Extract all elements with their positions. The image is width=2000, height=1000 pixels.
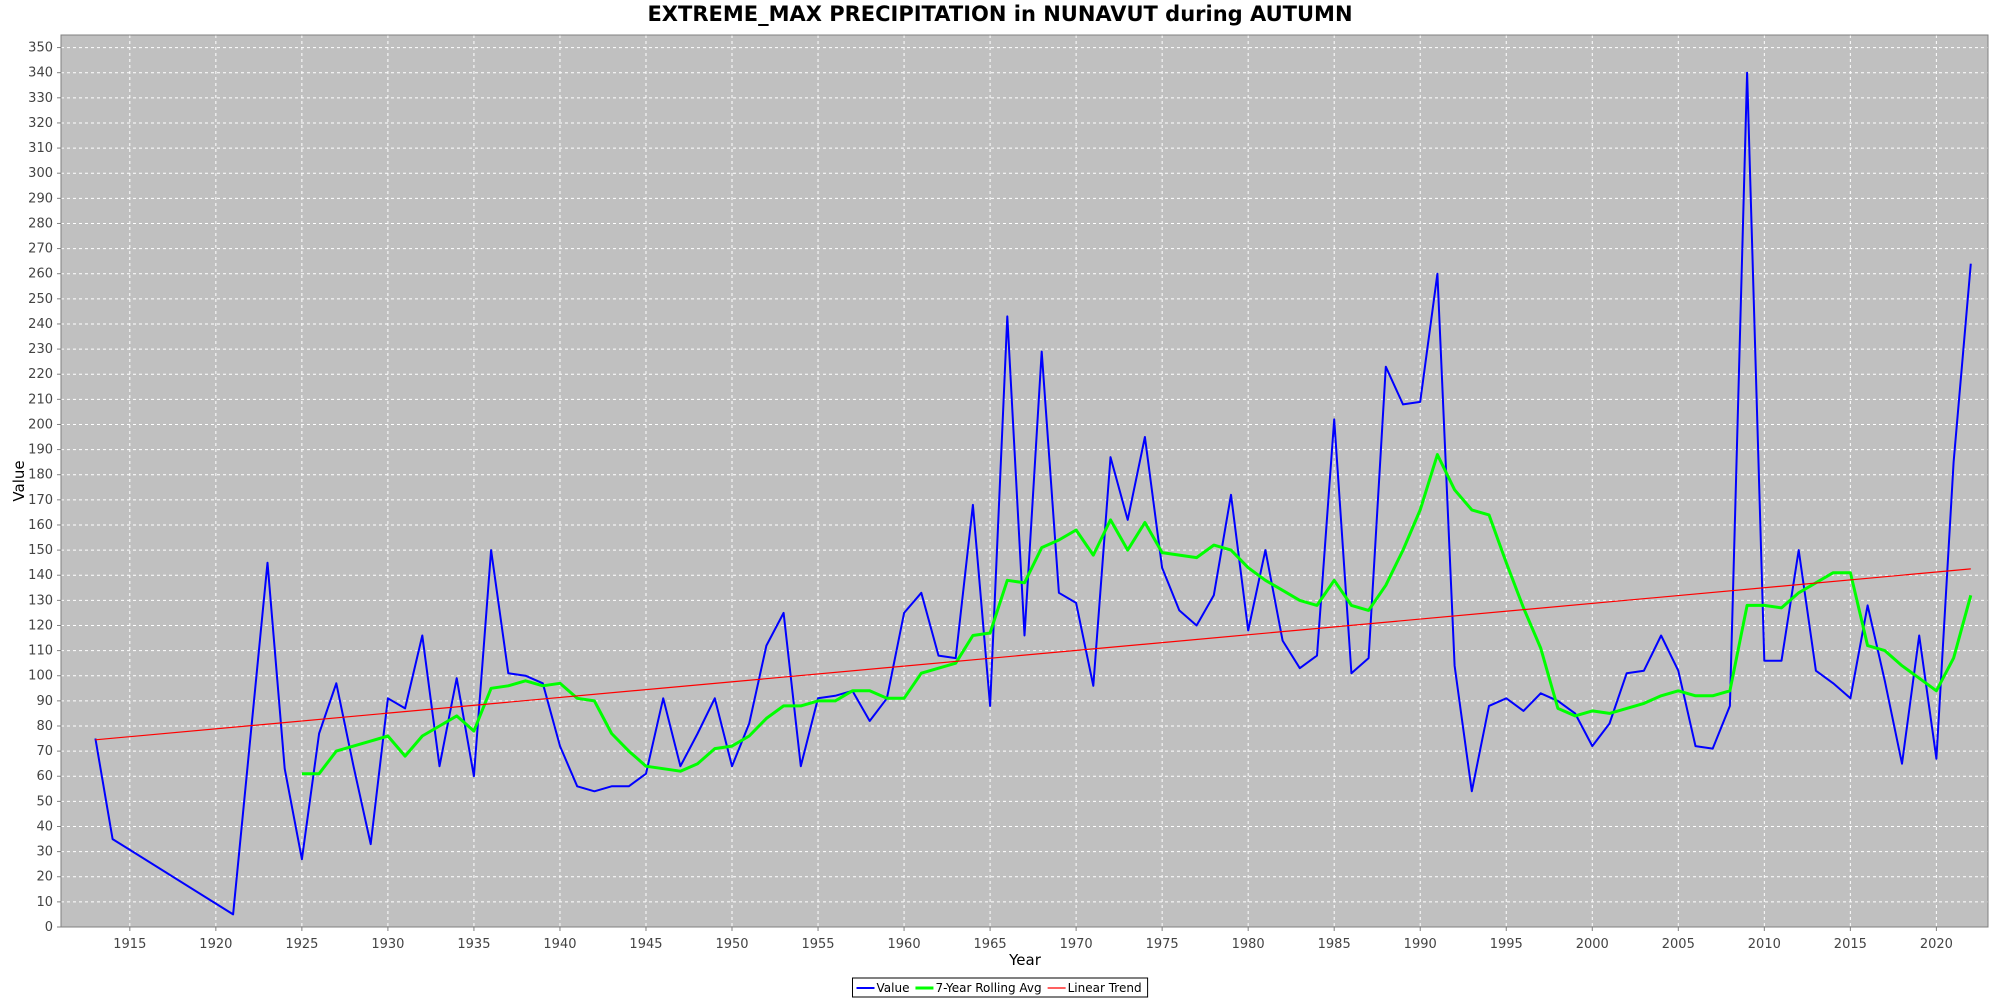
x-tick-label: 2020 <box>1920 937 1953 952</box>
y-tick-label: 40 <box>36 819 53 834</box>
y-tick-label: 320 <box>28 116 53 131</box>
x-tick-label: 2015 <box>1834 937 1867 952</box>
x-tick-label: 2000 <box>1576 937 1609 952</box>
series-line-7-year-rolling-avg <box>301 453 1973 776</box>
x-tick-label: 1985 <box>1318 937 1351 952</box>
y-tick-label: 20 <box>36 870 53 885</box>
y-tick-label: 350 <box>28 41 53 56</box>
y-tick-label: 30 <box>36 845 53 860</box>
y-tick-label: 170 <box>28 493 53 508</box>
grid <box>61 35 1988 928</box>
y-tick-label: 130 <box>28 593 53 608</box>
x-tick-label: 1970 <box>1060 937 1093 952</box>
x-tick-label: 1935 <box>457 937 490 952</box>
x-tick-label: 1940 <box>543 937 576 952</box>
x-tick-label: 1920 <box>199 937 232 952</box>
axes: 0 10 20 30 40 50 60 70 80 90 100 110 120 130 140 150 160… <box>28 41 1953 952</box>
y-tick-label: 330 <box>28 91 53 106</box>
y-axis-label: Value <box>10 460 28 501</box>
x-tick-label: 1925 <box>285 937 318 952</box>
y-tick-label: 160 <box>28 518 53 533</box>
y-tick-label: 200 <box>28 417 53 432</box>
y-tick-label: 340 <box>28 66 53 81</box>
y-tick-label: 50 <box>36 794 53 809</box>
y-tick-label: 60 <box>36 769 53 784</box>
y-tick-label: 110 <box>28 644 53 659</box>
x-tick-label: 1955 <box>801 937 834 952</box>
x-tick-label: 1915 <box>113 937 146 952</box>
y-tick-label: 150 <box>28 543 53 558</box>
x-tick-label: 1980 <box>1232 937 1265 952</box>
legend-label-7-year-rolling-avg: 7-Year Rolling Avg <box>935 981 1041 995</box>
x-tick-label: 2005 <box>1662 937 1695 952</box>
y-tick-label: 10 <box>36 895 53 910</box>
y-tick-label: 220 <box>28 367 53 382</box>
series-line-value <box>94 71 1972 916</box>
legend-label-value: Value <box>877 981 910 995</box>
y-tick-label: 90 <box>36 694 53 709</box>
y-tick-label: 240 <box>28 317 53 332</box>
y-tick-label: 290 <box>28 191 53 206</box>
y-tick-label: 180 <box>28 468 53 483</box>
series-layer <box>94 71 1973 916</box>
y-tick-label: 270 <box>28 242 53 257</box>
y-tick-label: 230 <box>28 342 53 357</box>
y-tick-label: 120 <box>28 618 53 633</box>
plot-border <box>60 34 1989 928</box>
y-tick-label: 190 <box>28 443 53 458</box>
x-axis-label: Year <box>1008 951 1042 969</box>
x-tick-label: 2010 <box>1748 937 1781 952</box>
y-tick-label: 100 <box>28 669 53 684</box>
x-tick-label: 1975 <box>1146 937 1179 952</box>
y-tick-label: 300 <box>28 166 53 181</box>
y-tick-label: 140 <box>28 568 53 583</box>
y-tick-label: 310 <box>28 141 53 156</box>
y-tick-label: 0 <box>45 920 53 935</box>
legend-label-linear-trend: Linear Trend <box>1068 981 1142 995</box>
x-tick-label: 1995 <box>1490 937 1523 952</box>
legend-box <box>852 977 1149 998</box>
x-tick-label: 1950 <box>715 937 748 952</box>
x-tick-label: 1990 <box>1404 937 1437 952</box>
y-tick-label: 80 <box>36 719 53 734</box>
x-tick-label: 1945 <box>629 937 662 952</box>
chart-title: EXTREME_MAX PRECIPITATION in NUNAVUT dur… <box>647 2 1352 26</box>
x-tick-label: 1965 <box>974 937 1007 952</box>
legend: Value 7-Year Rolling Avg Linear Trend <box>852 977 1149 998</box>
y-tick-label: 260 <box>28 267 53 282</box>
y-tick-label: 210 <box>28 392 53 407</box>
series-line-linear-trend <box>95 568 1971 741</box>
plot-area <box>61 35 1988 927</box>
x-tick-label: 1930 <box>371 937 404 952</box>
y-tick-label: 250 <box>28 292 53 307</box>
y-tick-label: 70 <box>36 744 53 759</box>
x-tick-label: 1960 <box>888 937 921 952</box>
y-tick-label: 280 <box>28 216 53 231</box>
